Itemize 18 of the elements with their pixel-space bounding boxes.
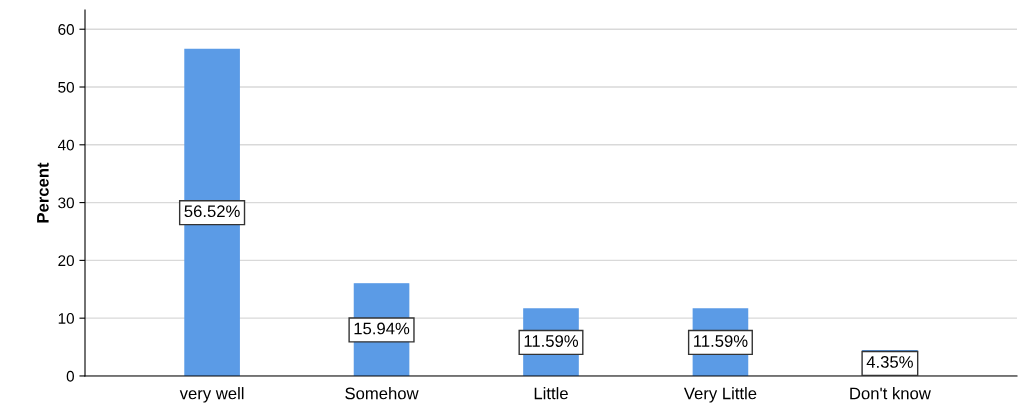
y-tick-label: 40 [57, 139, 74, 151]
x-tick-label: Don't know [850, 387, 931, 400]
data-label: 56.52% [184, 205, 240, 218]
x-tick-label: Somehow [345, 387, 419, 400]
y-tick-label: 50 [58, 81, 74, 93]
data-label: 11.59% [694, 335, 748, 347]
x-tick-label: Little [534, 387, 568, 400]
y-tick-label: 10 [58, 313, 74, 324]
y-tick-label: 30 [58, 197, 74, 209]
y-tick-label: 20 [58, 255, 74, 267]
x-tick-label: very well [179, 387, 244, 403]
data-label: 4.35% [866, 356, 913, 368]
y-tick-label: 0 [66, 370, 74, 382]
data-label: 15.94% [354, 322, 410, 335]
y-tick-label: 60 [58, 24, 74, 35]
y-axis-title: Percent [37, 162, 49, 223]
x-tick-label: Very Little [683, 387, 757, 403]
data-label: 11.59% [524, 335, 579, 347]
